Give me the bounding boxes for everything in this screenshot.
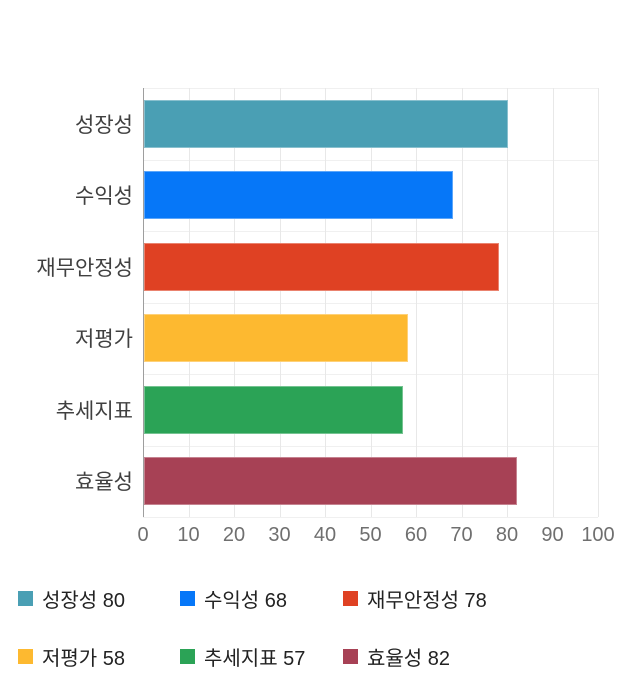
- x-tick-label: 60: [404, 524, 428, 546]
- legend-swatch-icon: [343, 649, 358, 664]
- vertical-gridline: [325, 88, 326, 517]
- legend-swatch-icon: [180, 591, 195, 606]
- legend-item: 성장성 80: [18, 584, 180, 613]
- x-tick-label: 40: [313, 524, 337, 546]
- legend-label: 효율성 82: [367, 648, 451, 670]
- bar[interactable]: [144, 314, 408, 362]
- vertical-gridline: [234, 88, 235, 517]
- vertical-gridline: [598, 88, 599, 517]
- legend-swatch-icon: [343, 591, 358, 606]
- bar[interactable]: [144, 457, 518, 505]
- legend-swatch-icon: [180, 649, 195, 664]
- x-tick-label: 90: [541, 524, 564, 546]
- legend-item: 재무안정성 78: [343, 584, 622, 613]
- vertical-gridline: [461, 88, 463, 517]
- chart-legend: 성장성 80 수익성 68 재무안정성 78 저평가 58 추세지표 57 효율성 82: [18, 584, 622, 671]
- legend-label: 추세지표 57: [204, 648, 306, 670]
- category-label: 재무안정성: [36, 256, 133, 280]
- legend-label: 성장성 80: [42, 590, 126, 612]
- x-tick-label: 70: [450, 524, 473, 546]
- bar[interactable]: [144, 100, 508, 148]
- category-label: 저평가: [75, 328, 133, 352]
- legend-item: 추세지표 57: [180, 642, 343, 671]
- legend-label: 저평가 58: [42, 648, 126, 670]
- category-label: 수익성: [75, 185, 133, 209]
- x-tick-label: 20: [222, 524, 246, 546]
- horizontal-gridline: [143, 517, 598, 518]
- x-tick-label: 30: [268, 524, 291, 546]
- plot-area: [143, 88, 599, 518]
- vertical-gridline: [279, 88, 281, 517]
- vertical-gridline: [552, 88, 554, 517]
- x-tick-label: 0: [137, 524, 149, 546]
- category-label: 효율성: [75, 471, 133, 495]
- category-label: 추세지표: [55, 399, 133, 423]
- vertical-gridline: [370, 88, 372, 517]
- legend-item: 수익성 68: [180, 584, 343, 613]
- legend-item: 저평가 58: [18, 642, 180, 671]
- legend-label: 재무안정성 78: [367, 590, 487, 612]
- y-axis-line: [143, 88, 144, 517]
- bar[interactable]: [144, 171, 454, 219]
- category-label: 성장성: [75, 113, 133, 137]
- x-tick-label: 10: [177, 524, 200, 546]
- bar[interactable]: [144, 386, 404, 434]
- legend-swatch-icon: [18, 591, 33, 606]
- vertical-gridline: [507, 88, 508, 517]
- legend-swatch-icon: [18, 649, 33, 664]
- x-tick-label: 50: [359, 524, 382, 546]
- vertical-gridline: [416, 88, 417, 517]
- legend-item: 효율성 82: [343, 642, 622, 671]
- vertical-gridline: [188, 88, 190, 517]
- bar[interactable]: [144, 243, 499, 291]
- legend-label: 수익성 68: [204, 590, 288, 612]
- x-tick-label: 100: [581, 524, 615, 546]
- x-tick-label: 80: [495, 524, 519, 546]
